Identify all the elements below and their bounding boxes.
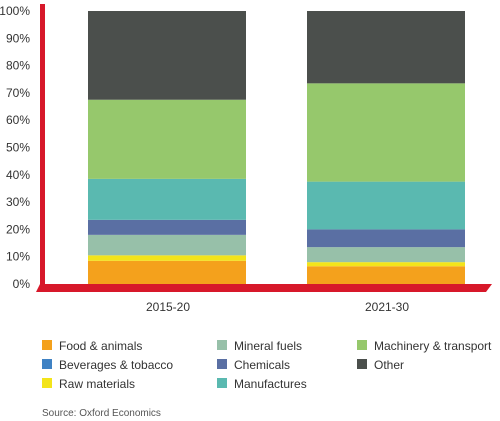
legend-swatch-beverages-and-tobacco <box>42 359 52 369</box>
bar-segment-other-2015-20 <box>88 11 246 100</box>
bar-segment-mineral-fuels-2015-20 <box>88 234 246 256</box>
y-tick-label: 0% <box>13 277 31 291</box>
legend-swatch-manufactures <box>217 378 227 388</box>
bar-segment-manufactures-2021-30 <box>307 181 465 230</box>
y-tick-label: 50% <box>6 141 30 155</box>
legend-label-chemicals: Chemicals <box>234 358 290 372</box>
bar-segment-manufactures-2015-20 <box>88 178 246 220</box>
legend-swatch-food-and-animals <box>42 340 52 350</box>
legend-label-other: Other <box>374 358 404 372</box>
bar-segment-raw-materials-2015-20 <box>88 255 246 261</box>
legend-swatch-mineral-fuels <box>217 340 227 350</box>
y-tick-label: 100% <box>0 4 30 18</box>
y-tick-label: 30% <box>6 195 30 209</box>
x-category-label: 2021-30 <box>365 300 409 314</box>
bar-segment-chemicals-2015-20 <box>88 219 246 235</box>
legend-label-food-and-animals: Food & animals <box>59 339 142 353</box>
bar-segment-chemicals-2021-30 <box>307 229 465 248</box>
legend-swatch-chemicals <box>217 359 227 369</box>
y-tick-label: 20% <box>6 222 30 236</box>
legend-label-raw-materials: Raw materials <box>59 377 135 391</box>
legend-label-mineral-fuels: Mineral fuels <box>234 339 302 353</box>
legend: Food & animals Beverages & tobacco Raw mat… <box>42 339 492 391</box>
bar-segment-raw-materials-2021-30 <box>307 262 465 267</box>
legend-label-machinery-and-transport: Machinery & transport <box>374 339 492 353</box>
legend-label-beverages-and-tobacco: Beverages & tobacco <box>59 358 173 372</box>
legend-swatch-other <box>357 359 367 369</box>
legend-label-manufactures: Manufactures <box>234 377 307 391</box>
y-tick-labels: 0% 10% 20% 30% 40% 50% 60% 70% 80% 90% 100% <box>0 4 30 291</box>
bar-segment-food-and-animals-2015-20 <box>88 260 246 284</box>
bars-layer <box>88 11 465 284</box>
y-tick-label: 90% <box>6 31 30 45</box>
bar-segment-mineral-fuels-2021-30 <box>307 247 465 263</box>
x-category-label: 2015-20 <box>146 300 190 314</box>
source-note: Source: Oxford Economics <box>42 408 161 419</box>
y-tick-label: 60% <box>6 113 30 127</box>
y-tick-label: 80% <box>6 59 30 73</box>
bar-segment-other-2021-30 <box>307 11 465 84</box>
y-tick-label: 70% <box>6 86 30 100</box>
bar-segment-food-and-animals-2021-30 <box>307 266 465 284</box>
y-tick-label: 40% <box>6 168 30 182</box>
legend-swatch-raw-materials <box>42 378 52 388</box>
legend-swatch-machinery-and-transport <box>357 340 367 350</box>
x-axis-floor <box>36 284 492 292</box>
axis-layer <box>36 4 492 292</box>
x-category-labels: 2015-20 2021-30 <box>146 300 409 314</box>
bar-segment-machinery-and-transport-2015-20 <box>88 99 246 179</box>
bar-segment-machinery-and-transport-2021-30 <box>307 83 465 182</box>
y-axis-line <box>40 4 45 286</box>
y-tick-label: 10% <box>6 250 30 264</box>
